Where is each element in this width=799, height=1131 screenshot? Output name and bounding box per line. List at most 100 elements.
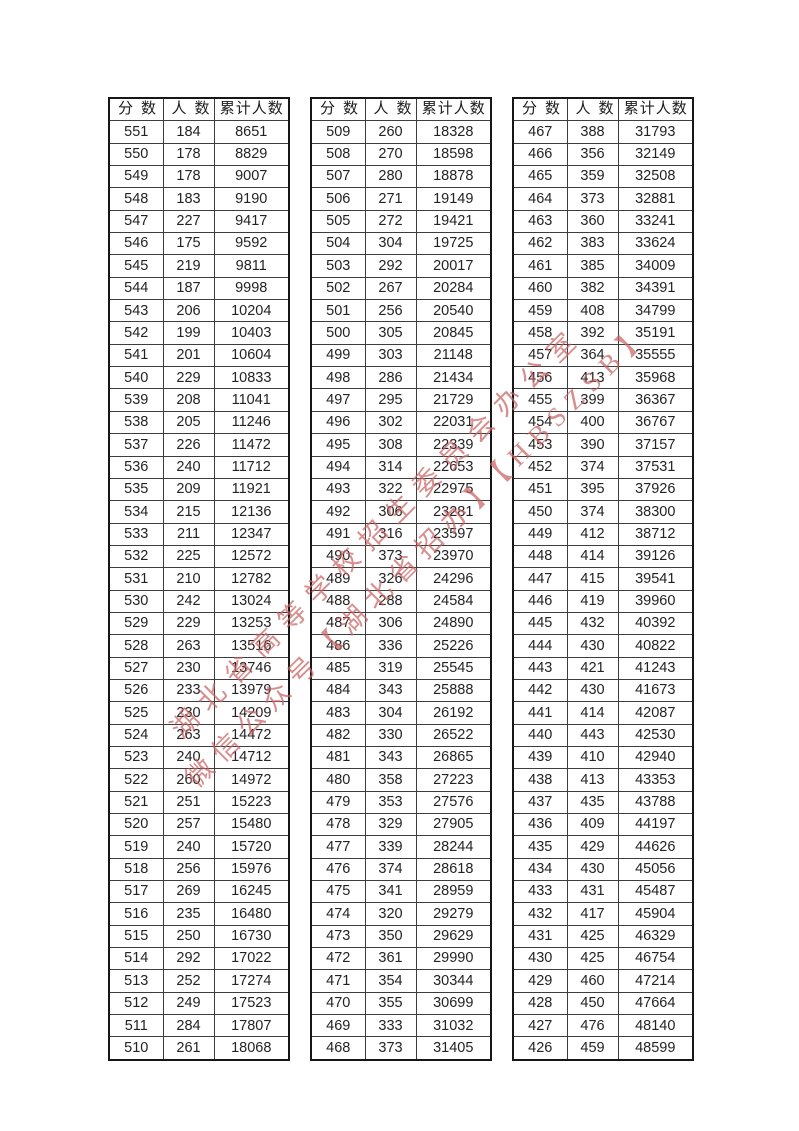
count-cell: 450 (566, 991, 619, 1016)
score-cell: 468 (310, 1036, 366, 1061)
cumulative-cell: 23597 (415, 522, 492, 546)
cumulative-cell: 36767 (617, 410, 694, 435)
table-row: 542 199 10403 (108, 321, 290, 345)
table-row: 541 201 10604 (108, 343, 290, 368)
table-row: 476 374 28618 (310, 857, 492, 882)
table-row: 482 330 26522 (310, 723, 492, 747)
count-cell: 330 (364, 723, 417, 747)
table-row: 457 364 35555 (512, 343, 694, 368)
table-row: 438 413 43353 (512, 768, 694, 792)
cumulative-cell: 43353 (617, 768, 694, 792)
cumulative-cell: 29629 (415, 924, 492, 949)
table-row: 448 414 39126 (512, 544, 694, 569)
count-cell: 414 (566, 701, 619, 725)
score-cell: 535 (108, 477, 164, 502)
table-row: 497 295 21729 (310, 388, 492, 412)
cumulative-cell: 14712 (213, 745, 290, 770)
count-cell: 302 (364, 410, 417, 435)
count-cell: 410 (566, 745, 619, 770)
table-row: 492 306 23281 (310, 500, 492, 524)
score-cell: 445 (512, 611, 568, 636)
score-cell: 507 (310, 165, 366, 189)
score-cell: 487 (310, 611, 366, 636)
score-cell: 485 (310, 656, 366, 680)
count-cell: 385 (566, 254, 619, 278)
table-row: 485 319 25545 (310, 656, 492, 680)
cumulative-cell: 11246 (213, 410, 290, 435)
count-cell: 261 (162, 1036, 215, 1061)
count-cell: 227 (162, 209, 215, 234)
cumulative-cell: 19421 (415, 209, 492, 234)
table-row: 512 249 17523 (108, 991, 290, 1016)
count-cell: 319 (364, 656, 417, 680)
cumulative-cell: 42940 (617, 745, 694, 770)
score-cell: 530 (108, 589, 164, 613)
count-cell: 208 (162, 388, 215, 412)
count-cell: 229 (162, 366, 215, 390)
cumulative-cell: 38300 (617, 500, 694, 524)
table-row: 488 288 24584 (310, 589, 492, 613)
count-cell: 430 (566, 678, 619, 703)
count-cell: 392 (566, 321, 619, 345)
table-row: 494 314 22653 (310, 455, 492, 479)
cumulative-cell: 13746 (213, 656, 290, 680)
score-cell: 461 (512, 254, 568, 278)
count-cell: 414 (566, 544, 619, 569)
column-header: 分数 (512, 97, 568, 122)
score-cell: 454 (512, 410, 568, 435)
cumulative-cell: 13516 (213, 634, 290, 658)
count-cell: 292 (364, 254, 417, 278)
cumulative-cell: 31793 (617, 120, 694, 144)
table-row: 516 235 16480 (108, 902, 290, 926)
score-cell: 529 (108, 611, 164, 636)
count-cell: 390 (566, 433, 619, 457)
cumulative-cell: 9417 (213, 209, 290, 234)
cumulative-cell: 9811 (213, 254, 290, 278)
score-cell: 495 (310, 433, 366, 457)
count-cell: 314 (364, 455, 417, 479)
cumulative-cell: 41673 (617, 678, 694, 703)
count-cell: 476 (566, 1014, 619, 1038)
score-cell: 471 (310, 969, 366, 993)
cumulative-cell: 47214 (617, 969, 694, 993)
count-cell: 251 (162, 790, 215, 815)
table-row: 473 350 29629 (310, 924, 492, 949)
count-cell: 295 (364, 388, 417, 412)
cumulative-cell: 8829 (213, 142, 290, 167)
score-cell: 440 (512, 723, 568, 747)
table-row: 437 435 43788 (512, 790, 694, 815)
table-row: 496 302 22031 (310, 410, 492, 435)
cumulative-cell: 32881 (617, 187, 694, 211)
table-row: 479 353 27576 (310, 790, 492, 815)
cumulative-cell: 9592 (213, 232, 290, 256)
count-cell: 460 (566, 969, 619, 993)
table-row: 471 354 30344 (310, 969, 492, 993)
score-cell: 510 (108, 1036, 164, 1061)
count-cell: 360 (566, 209, 619, 234)
score-cell: 526 (108, 678, 164, 703)
table-row: 502 267 20284 (310, 276, 492, 301)
count-cell: 361 (364, 947, 417, 971)
table-row: 432 417 45904 (512, 902, 694, 926)
count-cell: 358 (364, 768, 417, 792)
cumulative-cell: 8651 (213, 120, 290, 144)
cumulative-cell: 18878 (415, 165, 492, 189)
cumulative-cell: 9190 (213, 187, 290, 211)
table-row: 500 305 20845 (310, 321, 492, 345)
cumulative-cell: 11041 (213, 388, 290, 412)
count-cell: 322 (364, 477, 417, 502)
table-row: 445 432 40392 (512, 611, 694, 636)
score-cell: 433 (512, 880, 568, 904)
table-row: 547 227 9417 (108, 209, 290, 234)
score-cell: 536 (108, 455, 164, 479)
cumulative-cell: 15480 (213, 812, 290, 837)
cumulative-cell: 40822 (617, 634, 694, 658)
cumulative-cell: 45904 (617, 902, 694, 926)
cumulative-cell: 38712 (617, 522, 694, 546)
table-row: 451 395 37926 (512, 477, 694, 502)
table-row: 498 286 21434 (310, 366, 492, 390)
cumulative-cell: 45487 (617, 880, 694, 904)
score-cell: 498 (310, 366, 366, 390)
table-row: 510 261 18068 (108, 1036, 290, 1061)
table-row: 462 383 33624 (512, 232, 694, 256)
